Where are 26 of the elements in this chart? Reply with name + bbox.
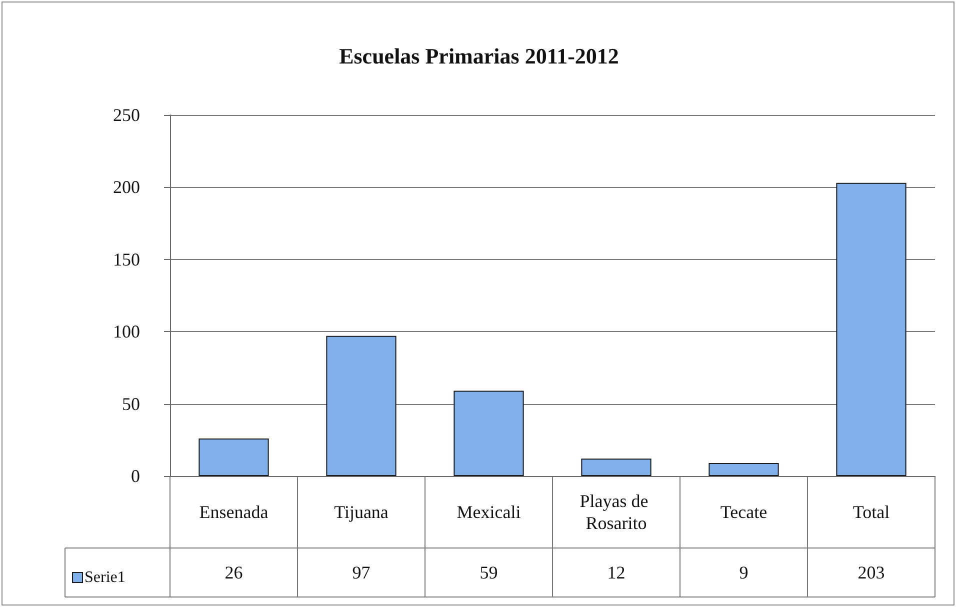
data-label: 203	[858, 562, 885, 582]
x-tick-label: Total	[852, 502, 890, 522]
data-label: 12	[607, 562, 626, 582]
bar	[836, 182, 906, 476]
y-tick-label: 0	[131, 466, 140, 486]
chart-title: Escuelas Primarias 2011-2012	[339, 44, 619, 68]
x-tick-label: Mexicali	[456, 502, 521, 522]
data-label: 59	[480, 562, 498, 582]
bar	[581, 458, 652, 476]
y-tick-label: 250	[113, 105, 140, 125]
bar	[198, 438, 269, 476]
bar	[326, 336, 396, 476]
bar	[708, 463, 779, 476]
x-tick-label: Ensenada	[199, 502, 268, 522]
y-tick-label: 200	[113, 177, 140, 198]
x-tick-label: Playas de Rosarito	[580, 491, 653, 533]
x-tick-label: Tijuana	[334, 502, 388, 522]
y-tick-label: 100	[113, 322, 140, 342]
data-label: 9	[739, 562, 748, 582]
bar	[454, 390, 524, 476]
x-tick-label: Tecate	[720, 502, 768, 522]
data-label: 97	[352, 562, 370, 582]
y-tick-label: 150	[113, 249, 140, 270]
y-tick-label: 50	[122, 394, 140, 414]
data-label: 26	[224, 562, 243, 582]
legend-label: Serie1	[84, 569, 126, 586]
